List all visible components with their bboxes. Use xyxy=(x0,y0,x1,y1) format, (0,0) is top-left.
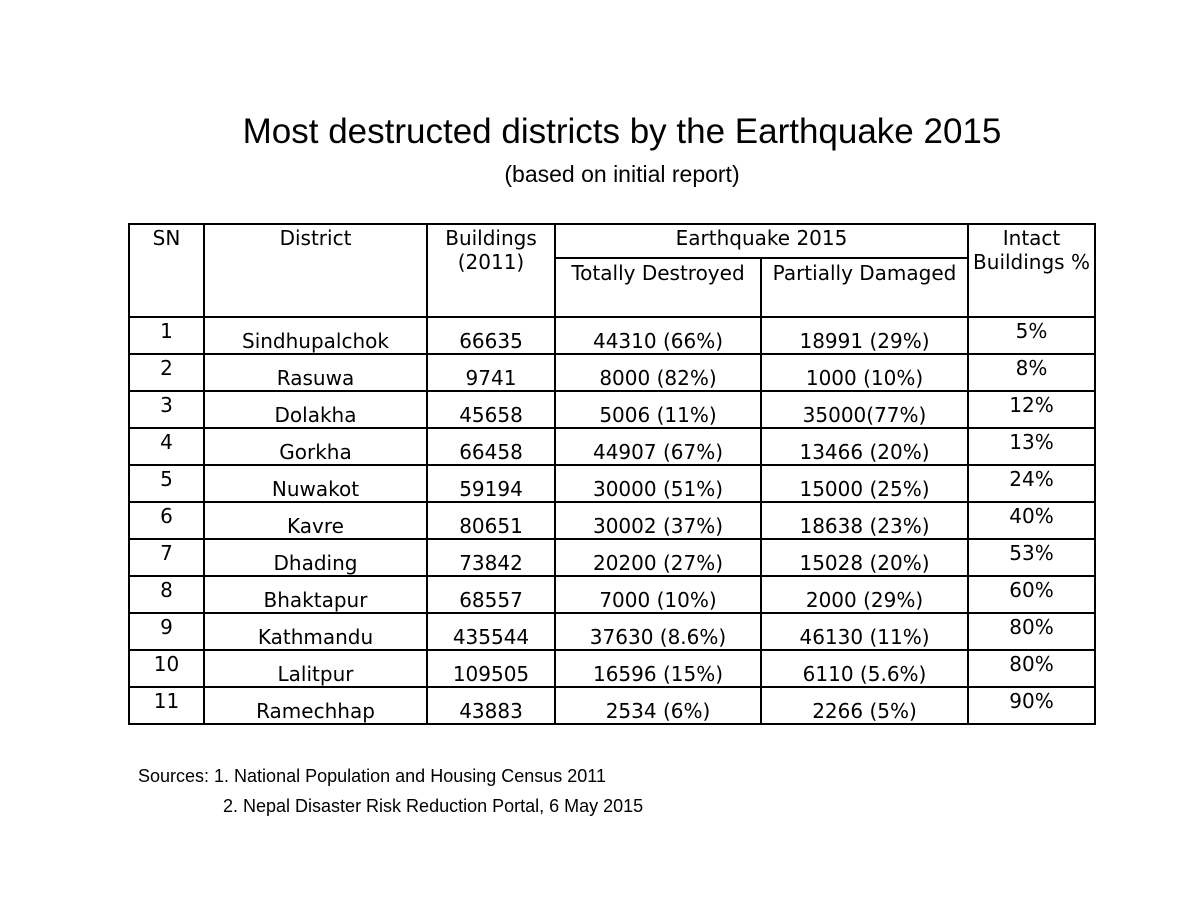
cell-destroyed: 2534 (6%) xyxy=(554,686,762,725)
source-line-1: Sources: 1. National Population and Hous… xyxy=(138,766,606,786)
header-row-top: SN District Buildings (2011) Earthquake … xyxy=(128,223,1097,318)
cell-damaged: 18638 (23%) xyxy=(759,501,970,540)
cell-intact: 8% xyxy=(967,353,1097,392)
header-sn: SN xyxy=(128,223,205,318)
table-row: 1 Sindhupalchok 66635 44310 (66%) 18991 (29%… xyxy=(128,316,1097,355)
table-row: 7 Dhading 73842 20200 (27%) 15028 (20%) 53% xyxy=(128,538,1097,577)
cell-buildings: 66635 xyxy=(426,316,556,355)
cell-district: Kavre xyxy=(203,501,428,540)
header-district: District xyxy=(203,223,428,318)
cell-intact: 80% xyxy=(967,649,1097,688)
cell-district: Ramechhap xyxy=(203,686,428,725)
cell-intact: 90% xyxy=(967,686,1097,725)
cell-sn: 2 xyxy=(128,353,205,392)
cell-destroyed: 30000 (51%) xyxy=(554,464,762,503)
districts-table: SN District Buildings (2011) Earthquake … xyxy=(128,223,1097,725)
cell-buildings: 109505 xyxy=(426,649,556,688)
cell-destroyed: 5006 (11%) xyxy=(554,390,762,429)
cell-sn: 5 xyxy=(128,464,205,503)
cell-buildings: 43883 xyxy=(426,686,556,725)
table-row: 6 Kavre 80651 30002 (37%) 18638 (23%) 40% xyxy=(128,501,1097,540)
cell-intact: 60% xyxy=(967,575,1097,614)
cell-district: Gorkha xyxy=(203,427,428,466)
table-row: 8 Bhaktapur 68557 7000 (10%) 2000 (29%) 60% xyxy=(128,575,1097,614)
cell-district: Bhaktapur xyxy=(203,575,428,614)
cell-destroyed: 16596 (15%) xyxy=(554,649,762,688)
cell-buildings: 80651 xyxy=(426,501,556,540)
cell-damaged: 46130 (11%) xyxy=(759,612,970,651)
cell-district: Nuwakot xyxy=(203,464,428,503)
cell-sn: 11 xyxy=(128,686,205,725)
table-row: 11 Ramechhap 43883 2534 (6%) 2266 (5%) 90% xyxy=(128,686,1097,725)
cell-sn: 3 xyxy=(128,390,205,429)
cell-destroyed: 37630 (8.6%) xyxy=(554,612,762,651)
header-earthquake: Earthquake 2015 xyxy=(553,223,970,259)
header-buildings: Buildings (2011) xyxy=(426,223,556,318)
cell-intact: 12% xyxy=(967,390,1097,429)
table-row: 9 Kathmandu 435544 37630 (8.6%) 46130 (11%) 8… xyxy=(128,612,1097,651)
page-title: Most destructed districts by the Earthqu… xyxy=(242,112,1002,151)
cell-intact: 24% xyxy=(967,464,1097,503)
cell-sn: 8 xyxy=(128,575,205,614)
cell-destroyed: 44310 (66%) xyxy=(554,316,762,355)
cell-sn: 10 xyxy=(128,649,205,688)
cell-destroyed: 30002 (37%) xyxy=(554,501,762,540)
cell-intact: 53% xyxy=(967,538,1097,577)
table-row: 4 Gorkha 66458 44907 (67%) 13466 (20%) 13% xyxy=(128,427,1097,466)
cell-damaged: 18991 (29%) xyxy=(759,316,970,355)
cell-buildings: 66458 xyxy=(426,427,556,466)
cell-destroyed: 44907 (67%) xyxy=(554,427,762,466)
cell-destroyed: 8000 (82%) xyxy=(554,353,762,392)
cell-buildings: 59194 xyxy=(426,464,556,503)
cell-intact: 13% xyxy=(967,427,1097,466)
header-intact: Intact Buildings % xyxy=(967,223,1097,318)
table-row: 10 Lalitpur 109505 16596 (15%) 6110 (5.6%) 80… xyxy=(128,649,1097,688)
cell-damaged: 2266 (5%) xyxy=(759,686,970,725)
cell-district: Kathmandu xyxy=(203,612,428,651)
header-partially-damaged: Partially Damaged xyxy=(759,257,970,318)
cell-buildings: 68557 xyxy=(426,575,556,614)
table-row: 3 Dolakha 45658 5006 (11%) 35000(77%) 12% xyxy=(128,390,1097,429)
cell-sn: 9 xyxy=(128,612,205,651)
header-totally-destroyed: Totally Destroyed xyxy=(554,257,762,318)
cell-buildings: 73842 xyxy=(426,538,556,577)
cell-sn: 1 xyxy=(128,316,205,355)
cell-intact: 80% xyxy=(967,612,1097,651)
cell-sn: 4 xyxy=(128,427,205,466)
cell-buildings: 45658 xyxy=(426,390,556,429)
cell-damaged: 2000 (29%) xyxy=(759,575,970,614)
cell-buildings: 435544 xyxy=(426,612,556,651)
cell-buildings: 9741 xyxy=(426,353,556,392)
cell-damaged: 15000 (25%) xyxy=(759,464,970,503)
cell-district: Lalitpur xyxy=(203,649,428,688)
cell-damaged: 6110 (5.6%) xyxy=(759,649,970,688)
cell-intact: 5% xyxy=(967,316,1097,355)
header-row-sub: Totally Destroyed Partially Damaged xyxy=(129,257,1095,318)
cell-destroyed: 20200 (27%) xyxy=(554,538,762,577)
cell-sn: 6 xyxy=(128,501,205,540)
cell-damaged: 1000 (10%) xyxy=(759,353,970,392)
cell-district: Dolakha xyxy=(203,390,428,429)
cell-sn: 7 xyxy=(128,538,205,577)
cell-district: Sindhupalchok xyxy=(203,316,428,355)
cell-district: Dhading xyxy=(203,538,428,577)
cell-damaged: 35000(77%) xyxy=(759,390,970,429)
table-row: 2 Rasuwa 9741 8000 (82%) 1000 (10%) 8% xyxy=(128,353,1097,392)
table-row: 5 Nuwakot 59194 30000 (51%) 15000 (25%) 24% xyxy=(128,464,1097,503)
source-line-2: 2. Nepal Disaster Risk Reduction Portal,… xyxy=(223,796,644,816)
sources-note: Sources: 1. National Population and Hous… xyxy=(138,761,643,821)
cell-damaged: 13466 (20%) xyxy=(759,427,970,466)
cell-damaged: 15028 (20%) xyxy=(759,538,970,577)
page-subtitle: (based on initial report) xyxy=(504,161,740,187)
cell-district: Rasuwa xyxy=(203,353,428,392)
cell-intact: 40% xyxy=(967,501,1097,540)
cell-destroyed: 7000 (10%) xyxy=(554,575,762,614)
